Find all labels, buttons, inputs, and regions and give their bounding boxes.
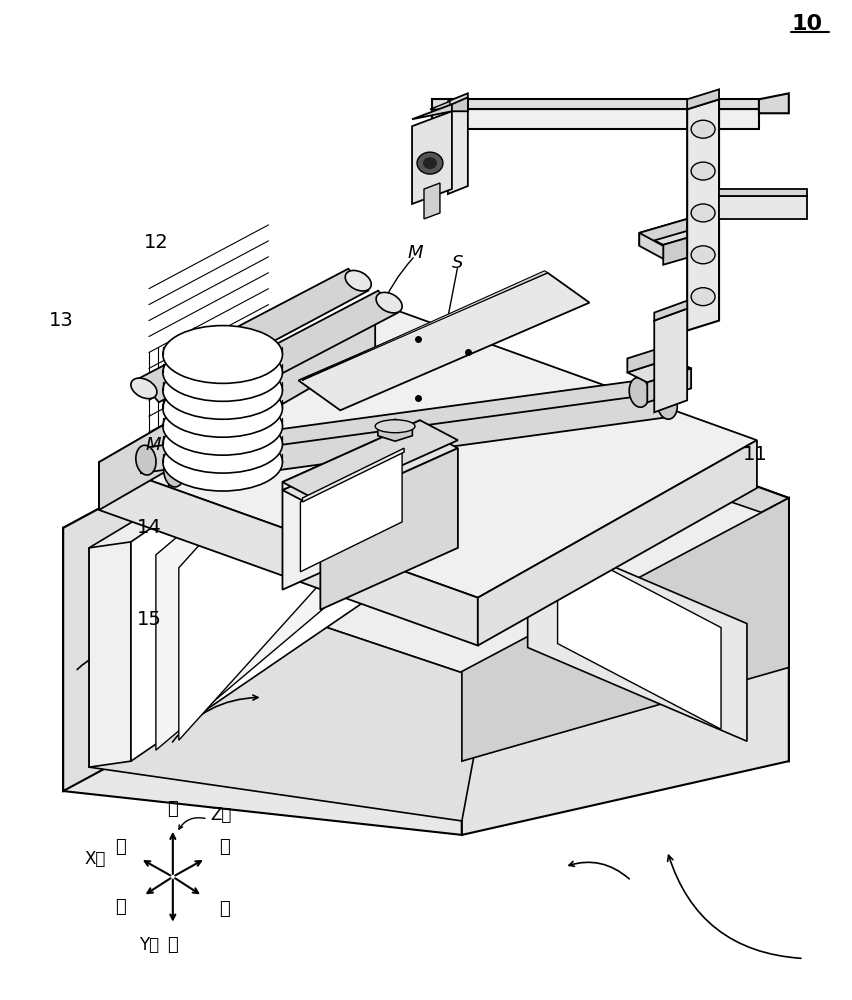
Polygon shape [448, 101, 468, 194]
Polygon shape [627, 358, 691, 382]
Polygon shape [298, 273, 590, 410]
Polygon shape [452, 97, 468, 111]
Polygon shape [169, 291, 398, 422]
Polygon shape [89, 378, 769, 681]
Text: 15: 15 [136, 610, 161, 629]
Polygon shape [283, 428, 420, 590]
Text: M: M [407, 244, 423, 262]
Ellipse shape [131, 378, 157, 399]
Text: M: M [205, 334, 221, 352]
Polygon shape [302, 271, 548, 380]
Polygon shape [527, 530, 747, 741]
Polygon shape [139, 269, 368, 402]
Ellipse shape [376, 292, 402, 313]
Ellipse shape [375, 420, 415, 433]
Text: 13: 13 [49, 311, 73, 330]
Text: 20: 20 [635, 104, 659, 123]
Polygon shape [63, 528, 462, 835]
Polygon shape [424, 183, 440, 219]
Ellipse shape [135, 445, 156, 475]
Text: 10: 10 [792, 14, 822, 34]
Ellipse shape [691, 120, 715, 138]
Polygon shape [448, 93, 468, 109]
Text: Y轴: Y轴 [139, 936, 158, 954]
Text: 14: 14 [136, 518, 161, 537]
Ellipse shape [163, 397, 283, 455]
Polygon shape [688, 99, 719, 331]
Ellipse shape [163, 415, 283, 473]
Ellipse shape [163, 361, 283, 419]
Ellipse shape [691, 246, 715, 264]
Polygon shape [639, 219, 688, 245]
Polygon shape [302, 448, 404, 502]
Polygon shape [89, 548, 488, 821]
Polygon shape [63, 352, 389, 791]
Polygon shape [283, 420, 420, 490]
Polygon shape [557, 542, 721, 729]
Polygon shape [301, 452, 402, 572]
Ellipse shape [691, 288, 715, 306]
Polygon shape [654, 301, 688, 321]
Polygon shape [432, 99, 764, 109]
Polygon shape [719, 196, 807, 219]
Polygon shape [639, 233, 663, 259]
Text: S: S [452, 254, 463, 272]
Polygon shape [759, 93, 789, 113]
Ellipse shape [691, 204, 715, 222]
Polygon shape [283, 428, 458, 510]
Text: M: M [145, 436, 161, 454]
Text: 12: 12 [143, 233, 168, 252]
Polygon shape [719, 189, 807, 196]
Ellipse shape [163, 344, 283, 401]
Polygon shape [654, 309, 688, 412]
Text: 右: 右 [219, 900, 230, 918]
Polygon shape [156, 392, 348, 750]
Text: 11: 11 [743, 445, 768, 464]
Ellipse shape [423, 157, 437, 169]
Polygon shape [663, 231, 711, 265]
Polygon shape [99, 462, 478, 646]
Polygon shape [430, 101, 450, 109]
Text: 后: 后 [219, 838, 230, 856]
Polygon shape [688, 89, 719, 109]
Text: 下: 下 [168, 936, 178, 954]
Ellipse shape [164, 457, 184, 487]
Polygon shape [179, 405, 325, 740]
Polygon shape [89, 542, 131, 767]
Polygon shape [627, 345, 671, 372]
Text: 前: 前 [116, 898, 126, 916]
Polygon shape [169, 392, 667, 485]
Polygon shape [389, 352, 789, 761]
Text: Z轴: Z轴 [210, 806, 232, 824]
Polygon shape [412, 111, 452, 204]
Ellipse shape [345, 270, 371, 291]
Text: 上: 上 [168, 800, 178, 818]
Polygon shape [99, 303, 375, 510]
Polygon shape [412, 104, 452, 119]
Ellipse shape [163, 326, 283, 383]
Ellipse shape [417, 152, 443, 174]
Polygon shape [648, 368, 691, 402]
Ellipse shape [691, 162, 715, 180]
Ellipse shape [163, 433, 283, 491]
Text: X轴: X轴 [84, 850, 106, 868]
Polygon shape [462, 498, 789, 835]
Text: 左: 左 [116, 838, 126, 856]
Polygon shape [432, 109, 759, 129]
Ellipse shape [630, 377, 649, 407]
Polygon shape [131, 378, 370, 761]
Polygon shape [141, 380, 639, 473]
Polygon shape [99, 303, 757, 598]
Ellipse shape [657, 389, 677, 419]
Polygon shape [377, 419, 412, 441]
Polygon shape [320, 448, 458, 610]
Polygon shape [462, 498, 789, 761]
Polygon shape [283, 420, 458, 502]
Ellipse shape [163, 379, 283, 437]
Polygon shape [639, 219, 711, 245]
Polygon shape [478, 440, 757, 646]
Polygon shape [63, 352, 789, 671]
Ellipse shape [163, 400, 189, 421]
